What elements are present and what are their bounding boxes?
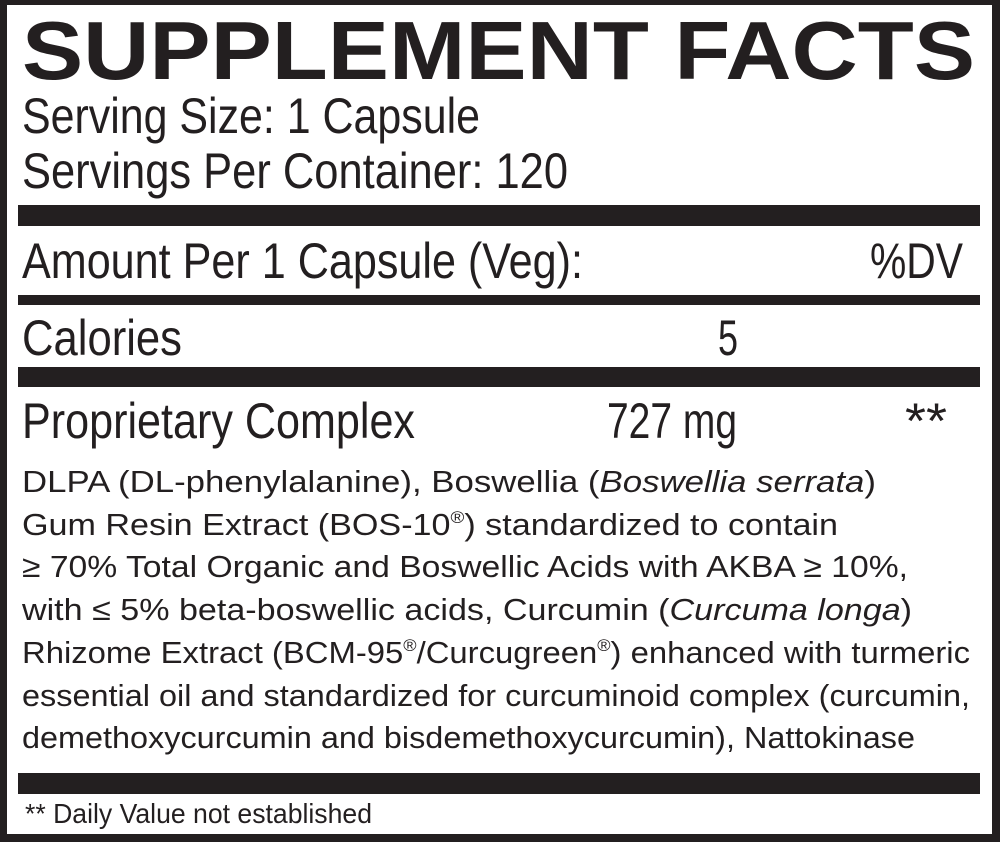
ingredient-text: Rhizome Extract (BCM-95 — [22, 634, 404, 670]
ingredient-text: ) standardized to contain — [464, 506, 838, 542]
registered-mark: ® — [450, 507, 465, 527]
label-title: SUPPLEMENT FACTS — [22, 4, 975, 97]
ingredient-line: Gum Resin Extract (BOS-10®) standardized… — [22, 509, 838, 540]
latin-name: Curcuma longa — [669, 592, 901, 628]
latin-name: Boswellia serrata — [599, 464, 865, 499]
ingredient-text: ) — [864, 464, 876, 499]
serving-size: Serving Size: 1 Capsule — [22, 88, 480, 144]
proprietary-complex-dv: ** — [905, 393, 947, 449]
divider — [18, 295, 980, 305]
ingredient-text: ) enhanced with turmeric — [610, 634, 970, 670]
thick-divider — [18, 205, 980, 226]
calories-label: Calories — [22, 310, 182, 366]
amount-per-serving-label: Amount Per 1 Capsule (Veg): — [22, 233, 583, 289]
ingredient-text: demethoxycurcumin and bisdemethoxycurcum… — [22, 720, 915, 756]
ingredient-text: /Curcugreen — [416, 634, 598, 670]
ingredient-line: demethoxycurcumin and bisdemethoxycurcum… — [22, 722, 915, 753]
ingredient-text: ≥ 70% Total Organic and Boswellic Acids … — [22, 549, 908, 585]
ingredient-text: ) — [900, 592, 913, 628]
registered-mark: ® — [597, 635, 611, 655]
thick-divider — [18, 367, 980, 387]
ingredient-text: with ≤ 5% beta-boswellic acids, Curcumin… — [22, 592, 670, 628]
thick-divider — [18, 773, 980, 794]
ingredient-text: essential oil and standardized for curcu… — [22, 677, 970, 713]
calories-amount: 5 — [718, 310, 738, 366]
ingredient-line: Rhizome Extract (BCM-95®/Curcugreen®) en… — [22, 637, 970, 668]
ingredient-line: ≥ 70% Total Organic and Boswellic Acids … — [22, 551, 908, 582]
ingredient-text: Gum Resin Extract (BOS-10 — [22, 506, 451, 542]
servings-per-container: Servings Per Container: 120 — [22, 143, 568, 199]
ingredient-line: essential oil and standardized for curcu… — [22, 680, 970, 711]
ingredient-text: DLPA (DL-phenylalanine), Boswellia ( — [22, 464, 600, 499]
footnote: ** Daily Value not established — [25, 798, 372, 829]
ingredient-line: with ≤ 5% beta-boswellic acids, Curcumin… — [22, 594, 912, 625]
proprietary-complex-amount: 727 mg — [607, 393, 737, 449]
proprietary-complex-label: Proprietary Complex — [22, 393, 415, 449]
registered-mark: ® — [403, 635, 417, 655]
ingredient-line: DLPA (DL-phenylalanine), Boswellia (Bosw… — [22, 466, 876, 497]
daily-value-header: %DV — [870, 233, 963, 289]
